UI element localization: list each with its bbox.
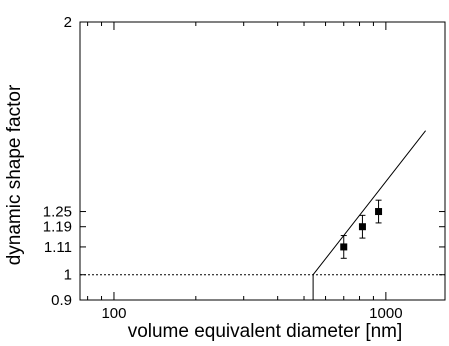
data-point <box>340 243 348 251</box>
plot-area: 0.9 1 1.11 1.191.25 2 100 1000 <box>43 14 446 322</box>
y-axis-title: dynamic shape factor <box>4 84 25 265</box>
y-tick-label: 1.25 <box>43 204 72 221</box>
x-tick-label: 100 <box>101 305 126 322</box>
y-tick-label: 1.11 <box>44 239 72 256</box>
y-tick-label: 2 <box>64 14 72 31</box>
x-axis-title: volume equivalent diameter [nm] <box>128 321 403 342</box>
y-tick-label: 0.9 <box>51 292 72 309</box>
y-tick-label: 1 <box>64 267 72 284</box>
data-point <box>375 208 383 216</box>
x-tick-label: 1000 <box>369 305 402 322</box>
plot-frame <box>79 21 446 301</box>
data-point <box>358 223 366 231</box>
y-tick-label: 1.19 <box>43 219 72 236</box>
